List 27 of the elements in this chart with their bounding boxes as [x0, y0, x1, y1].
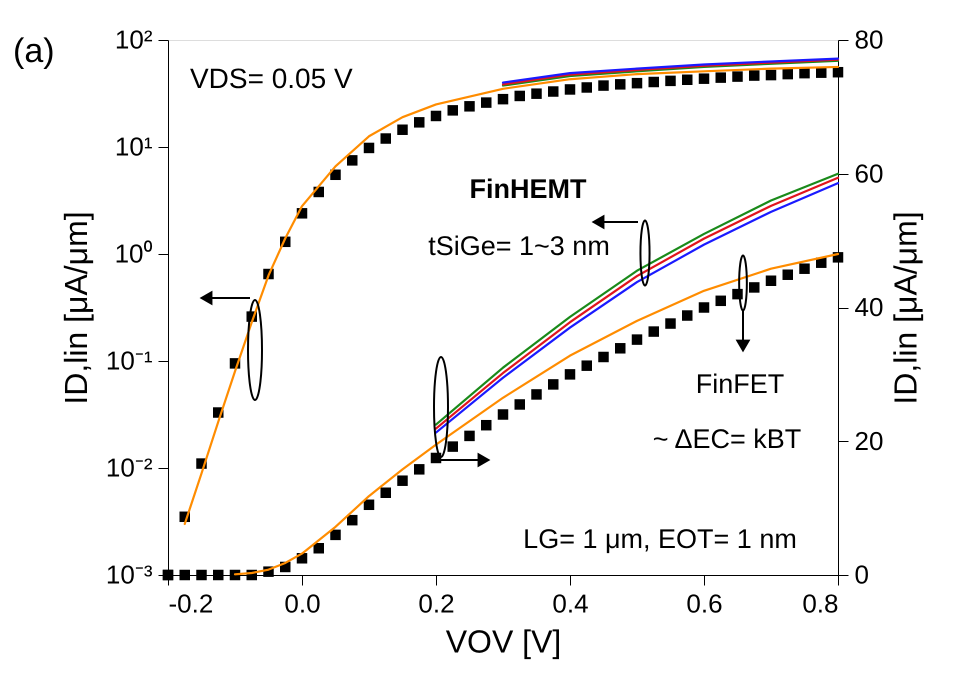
x-tick-label: 0.6: [686, 588, 723, 618]
y-tick-label: 10¹: [114, 132, 153, 162]
annotation: tSiGe= 1~3 nm: [428, 231, 610, 261]
y2-tick-label: 20: [854, 426, 884, 456]
x-tick-label: 0.0: [284, 588, 321, 618]
x-tick-label: 0.4: [552, 588, 589, 618]
y-tick-label: 10²: [114, 24, 153, 54]
y-tick-label: 10⁻³: [106, 560, 153, 590]
x-axis-title: VOV [V]: [446, 624, 562, 660]
y2-tick-label: 80: [854, 24, 884, 54]
y2-tick-label: 60: [854, 158, 884, 188]
annotation: VDS= 0.05 V: [190, 63, 353, 94]
y-tick-label: 10⁰: [114, 238, 152, 268]
y-tick-label: 10⁻²: [106, 452, 153, 482]
text: (a): [13, 32, 55, 70]
x-tick-label: 0.2: [418, 588, 455, 618]
y-tick-label: 10⁻¹: [106, 346, 153, 376]
x-tick-label: -0.2: [168, 588, 214, 618]
annotation: FinFET: [696, 369, 784, 399]
annotation: FinHEMT: [470, 174, 587, 204]
annotation: LG= 1 μm, EOT= 1 nm: [523, 524, 797, 554]
x-tick-label: 0.8: [802, 588, 838, 618]
y2-axis-title: ID,lin [μA/μm]: [887, 211, 924, 405]
y-axis-title: ID,lin [μA/μm]: [58, 211, 94, 405]
y2-tick-label: 40: [854, 292, 884, 322]
annotation: ~ ΔEC= kBT: [652, 424, 802, 454]
y2-tick-label: 0: [854, 560, 869, 590]
